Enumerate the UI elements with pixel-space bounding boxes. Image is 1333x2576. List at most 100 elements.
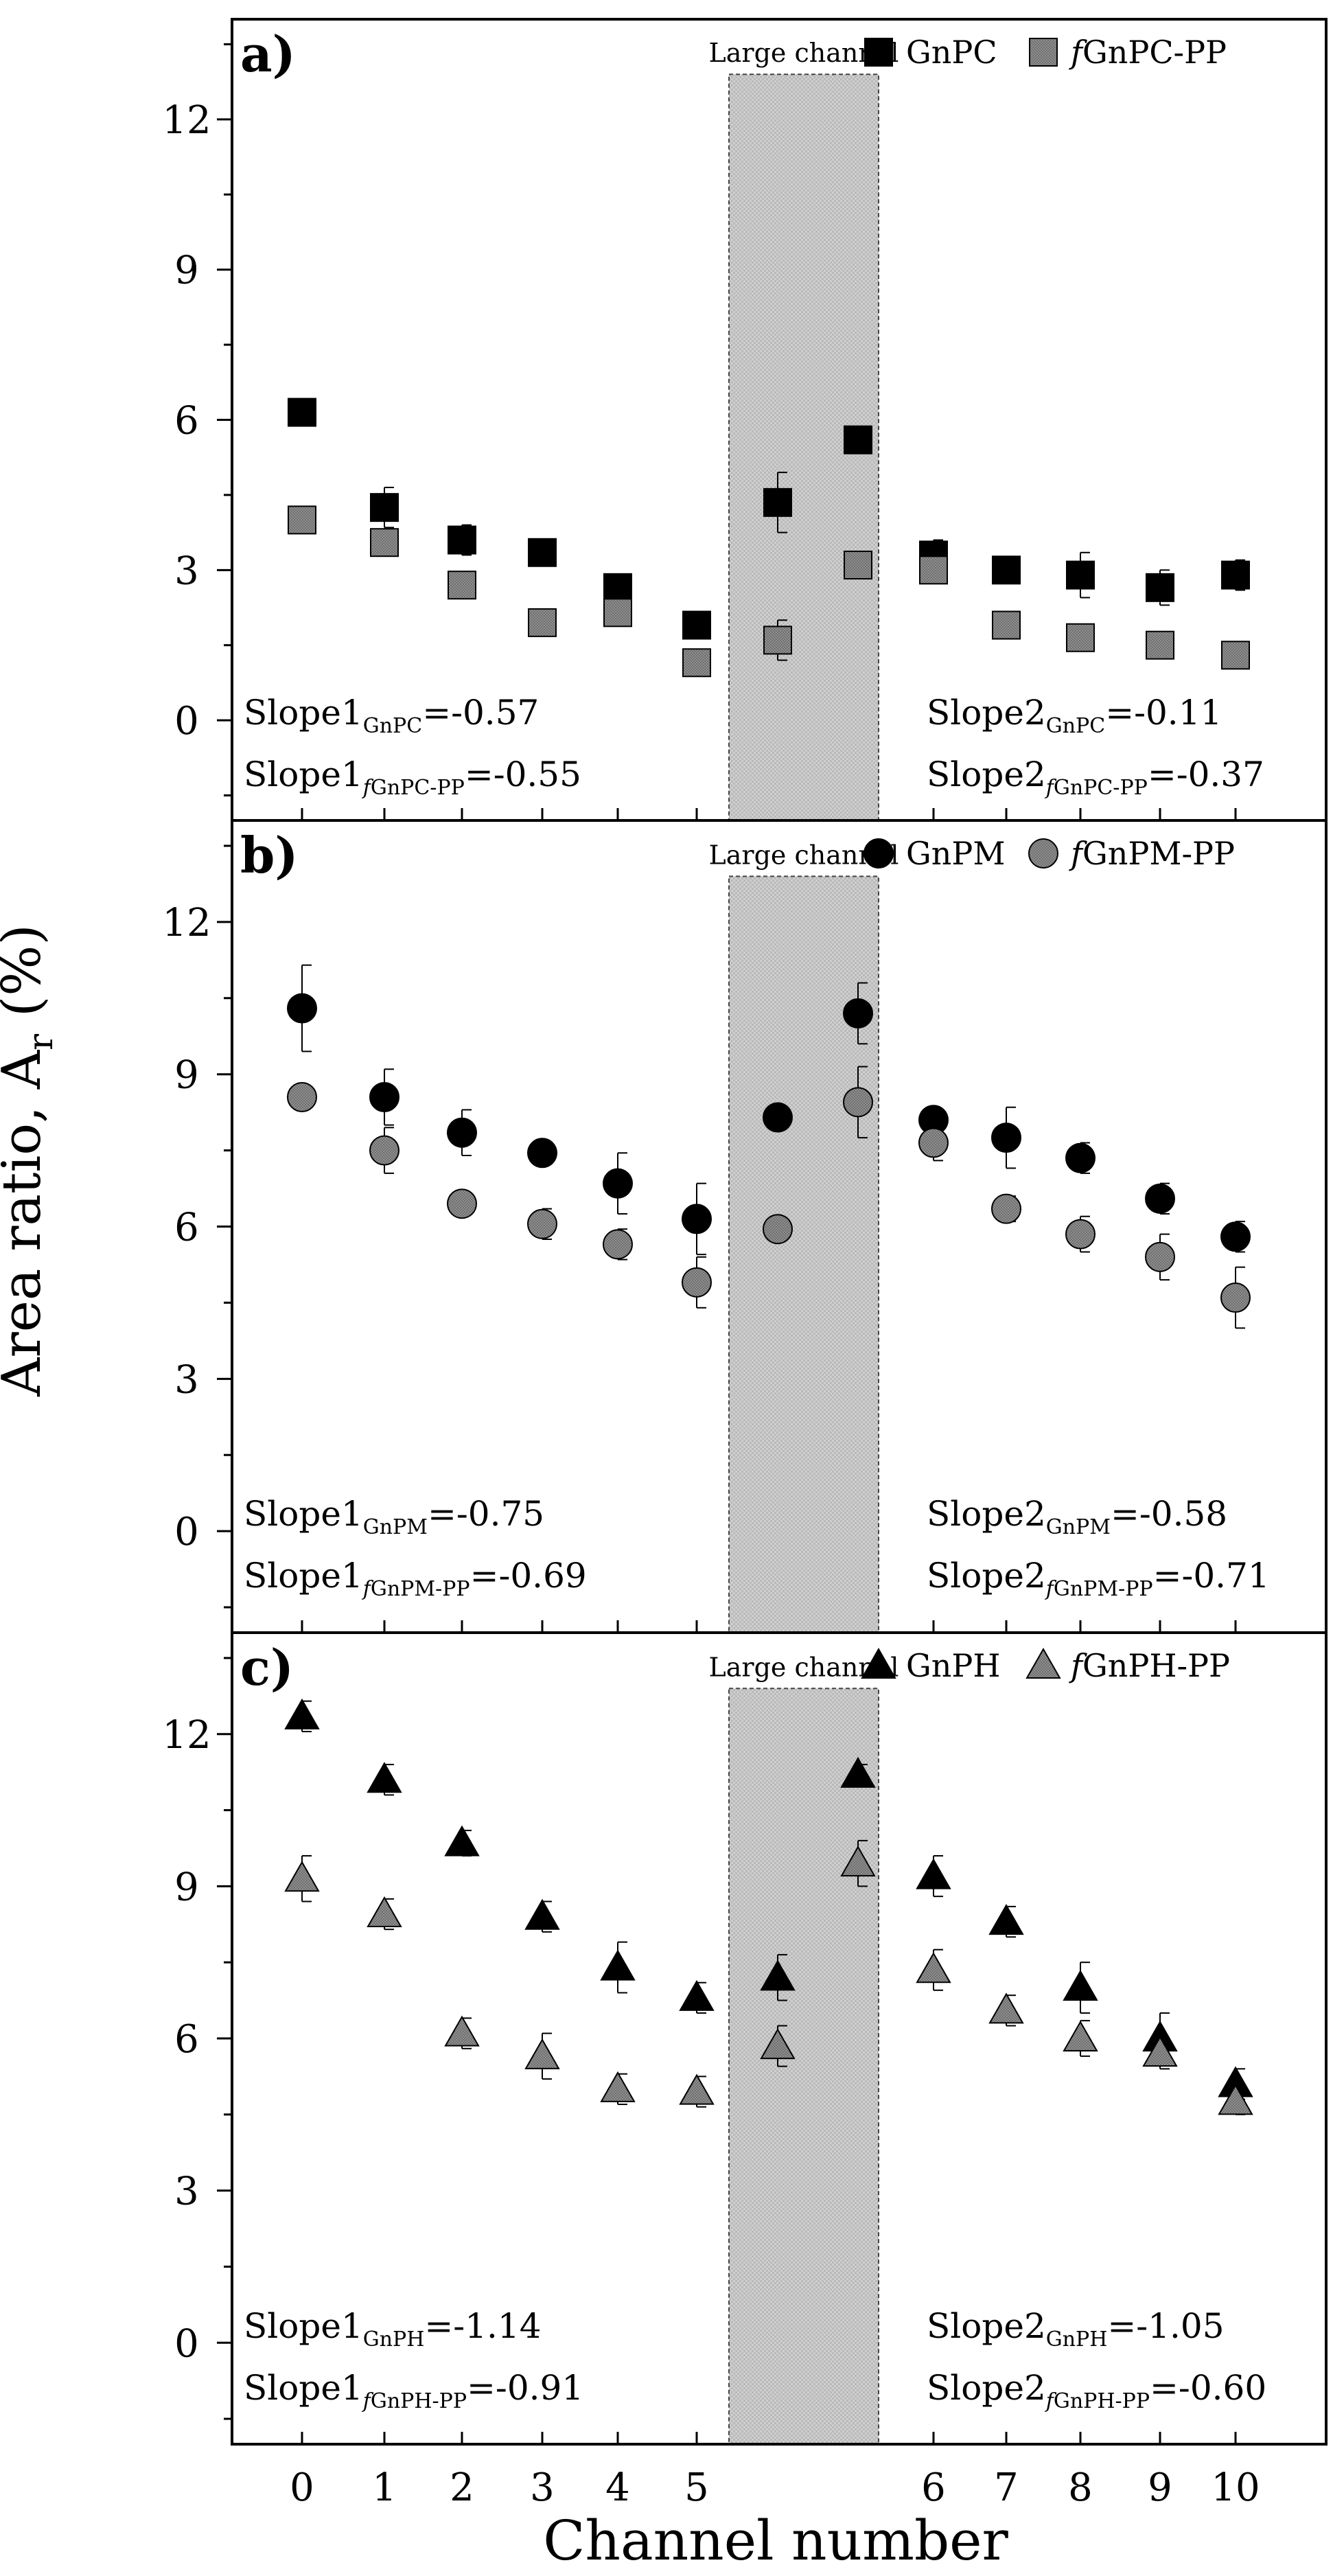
- x-tick-label: 4: [605, 2465, 630, 2510]
- series-GnPM: [287, 964, 1251, 1256]
- slope-annotation: Slope2fGnPC-PP=-0.37: [927, 755, 1264, 800]
- legend-label: fGnPH-PP: [1069, 1647, 1230, 1684]
- data-point: [284, 1698, 320, 1729]
- data-point: [448, 525, 476, 555]
- data-point: [287, 1081, 317, 1112]
- data-point: [524, 2038, 560, 2069]
- x-tick-label: 2: [450, 2465, 474, 2510]
- data-point: [528, 608, 557, 637]
- slope-annotation: Slope1GnPH=-1.14: [244, 2306, 542, 2351]
- panel-label: c): [240, 1638, 294, 1697]
- data-point: [844, 551, 872, 580]
- data-point: [916, 1952, 951, 1983]
- data-point: [370, 528, 399, 557]
- data-point: [1220, 1283, 1251, 1313]
- data-point: [524, 1898, 560, 1930]
- data-point: [992, 555, 1021, 585]
- x-tick-label: 10: [1211, 2465, 1260, 2510]
- data-point: [840, 1756, 876, 1788]
- y-tick-label: 6: [174, 399, 199, 444]
- x-tick-label: 0: [290, 2465, 314, 2510]
- data-point: [844, 425, 872, 455]
- slope-annotation: Slope2GnPM=-0.58: [927, 1494, 1227, 1539]
- x-tick-label: 7: [994, 2465, 1019, 2510]
- data-point: [367, 1762, 402, 1793]
- data-point: [1066, 623, 1095, 652]
- data-point: [992, 610, 1021, 640]
- y-tick-label: 12: [162, 98, 211, 143]
- data-point: [760, 2028, 796, 2060]
- data-point: [603, 573, 632, 602]
- data-point: [1218, 2084, 1253, 2115]
- y-tick-label: 3: [174, 2170, 199, 2214]
- legend-label: GnPM: [906, 835, 1005, 872]
- data-point: [1063, 2020, 1098, 2051]
- data-point: [444, 1825, 480, 1856]
- y-tick-label: 6: [174, 1206, 199, 1250]
- legend-label: GnPC: [906, 34, 997, 71]
- data-point: [287, 993, 317, 1024]
- legend-label: fGnPM-PP: [1069, 835, 1235, 872]
- data-point: [1063, 1970, 1098, 2001]
- data-point: [1066, 560, 1095, 590]
- data-point: [991, 1193, 1021, 1224]
- data-point: [988, 1992, 1024, 2024]
- legend-marker: [864, 38, 893, 67]
- data-point: [918, 1127, 949, 1158]
- slope-annotation: Slope2fGnPH-PP=-0.60: [927, 2368, 1266, 2413]
- data-point: [1220, 1221, 1251, 1252]
- series-fGnPH-PP: [284, 1839, 1253, 2115]
- data-point: [1221, 641, 1250, 670]
- x-tick-label: 1: [372, 2465, 397, 2510]
- large-channel-region: [728, 875, 879, 1633]
- data-point: [843, 1087, 873, 1118]
- y-tick-label: 0: [174, 2321, 199, 2366]
- legend-marker: [863, 838, 894, 869]
- slope-annotation: Slope1fGnPC-PP=-0.55: [244, 755, 581, 800]
- slope-annotation: Slope1fGnPH-PP=-0.91: [244, 2368, 583, 2413]
- slope-annotation: Slope2GnPC=-0.11: [927, 693, 1222, 738]
- data-point: [603, 598, 632, 628]
- slope-annotation: Slope2GnPH=-1.05: [927, 2306, 1225, 2351]
- legend-marker: [861, 1647, 896, 1679]
- y-axis-label: Area ratio, Ar (%): [0, 924, 60, 1397]
- data-point: [1146, 630, 1174, 660]
- y-tick-label: 9: [174, 249, 199, 293]
- data-point: [447, 1188, 477, 1219]
- legend-marker: [1029, 38, 1058, 67]
- data-point: [919, 555, 948, 585]
- x-axis-label: Channel number: [543, 2509, 1008, 2573]
- data-point: [369, 1081, 399, 1112]
- data-point: [603, 1168, 633, 1199]
- series-GnPC: [288, 398, 1250, 640]
- y-tick-label: 12: [162, 1713, 211, 1758]
- slope-annotation: Slope1GnPM=-0.75: [244, 1494, 544, 1539]
- data-point: [603, 1229, 633, 1260]
- data-point: [444, 2015, 480, 2047]
- data-point: [284, 1861, 320, 1892]
- data-point: [682, 648, 711, 678]
- data-point: [1065, 1142, 1096, 1173]
- data-point: [1065, 1219, 1096, 1250]
- legend-marker: [1025, 1647, 1061, 1679]
- data-point: [682, 1204, 712, 1234]
- data-point: [288, 505, 316, 535]
- data-point: [679, 2073, 715, 2105]
- x-tick-label: 6: [921, 2465, 946, 2510]
- legend-label: fGnPC-PP: [1069, 34, 1227, 71]
- y-tick-label: 0: [174, 699, 199, 744]
- data-point: [528, 538, 557, 567]
- x-tick-label: 9: [1148, 2465, 1172, 2510]
- legend-marker: [1028, 838, 1058, 869]
- data-point: [288, 398, 316, 427]
- data-point: [682, 610, 711, 640]
- panel-label: a): [240, 25, 296, 83]
- data-point: [600, 2071, 636, 2102]
- data-point: [600, 1949, 636, 1981]
- slope-annotation: Slope1GnPC=-0.57: [244, 693, 539, 738]
- data-point: [1145, 1183, 1175, 1214]
- slope-annotation: Slope1fGnPM-PP=-0.69: [244, 1556, 587, 1601]
